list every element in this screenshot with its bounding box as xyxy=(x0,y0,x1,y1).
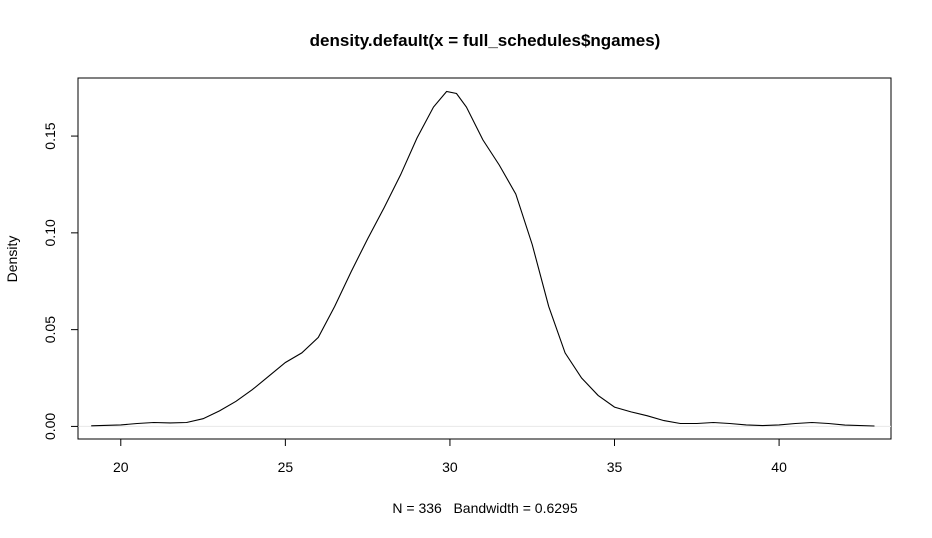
density-curve xyxy=(91,90,875,427)
plot-box xyxy=(77,77,892,440)
x-axis-label: N = 336 Bandwidth = 0.6295 xyxy=(392,500,577,516)
x-tick-label: 30 xyxy=(442,459,458,475)
x-tick-label: 20 xyxy=(113,459,129,475)
y-axis-label: Density xyxy=(4,236,20,283)
chart-title: density.default(x = full_schedules$ngame… xyxy=(310,31,661,50)
y-axis: 0.00 0.05 0.10 0.15 xyxy=(42,122,79,440)
y-tick-label: 0.00 xyxy=(42,413,58,440)
y-tick-label: 0.10 xyxy=(42,219,58,246)
y-tick-label: 0.15 xyxy=(42,122,58,149)
x-tick-label: 40 xyxy=(771,459,787,475)
x-tick-label: 25 xyxy=(278,459,294,475)
y-tick-label: 0.05 xyxy=(42,316,58,343)
x-tick-label: 35 xyxy=(607,459,623,475)
x-axis: 20 25 30 35 40 xyxy=(113,438,787,475)
